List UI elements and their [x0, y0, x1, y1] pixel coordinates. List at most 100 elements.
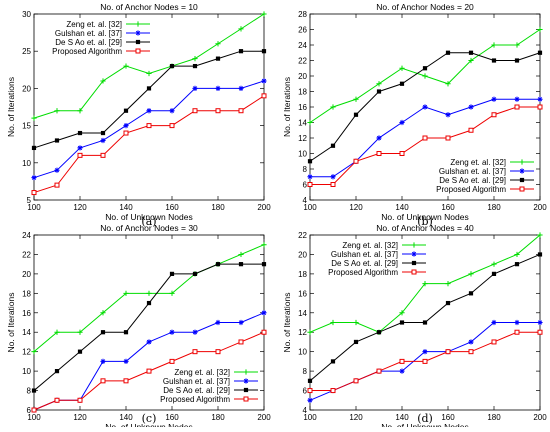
chart-panel-3: 6 8 10 12 14 16 18 20 22 24 100 120 140 160 180 200 No. … — [6, 223, 271, 432]
panel-caption: (a) — [141, 215, 156, 228]
data-point — [54, 138, 60, 143]
legend-label: De S Ao et. al. [29] — [163, 386, 230, 395]
data-point — [514, 104, 520, 110]
y-tick-label: 20 — [298, 72, 307, 81]
x-tick-label: 180 — [487, 413, 501, 422]
x-tick-label: 120 — [73, 413, 87, 422]
data-point — [468, 271, 474, 277]
y-tick-label: 10 — [298, 348, 307, 357]
data-point — [468, 339, 474, 345]
data-point — [330, 143, 336, 148]
y-tick-label: 16 — [298, 289, 307, 298]
data-point — [537, 252, 543, 257]
data-point — [192, 63, 198, 69]
series-3 — [31, 49, 267, 151]
data-point — [399, 320, 405, 325]
data-point — [77, 130, 83, 136]
legend-marker — [411, 242, 417, 248]
data-point — [261, 310, 267, 316]
data-point — [514, 319, 520, 326]
data-point — [514, 96, 520, 102]
legend-label: Proposed Algorithm — [52, 47, 122, 56]
data-point — [514, 42, 520, 48]
data-point — [445, 112, 451, 118]
data-point — [54, 369, 60, 374]
legend-marker — [411, 269, 417, 275]
data-point — [537, 50, 543, 55]
x-tick-label: 140 — [119, 413, 133, 422]
plot-frame — [33, 234, 265, 411]
data-point — [123, 63, 129, 69]
legend-marker — [243, 369, 249, 375]
y-tick-label: 8 — [303, 165, 308, 174]
legend-label: Proposed Algorithm — [436, 185, 506, 194]
data-point — [422, 320, 428, 325]
x-tick-label: 160 — [441, 203, 455, 212]
x-tick-label: 120 — [349, 413, 363, 422]
data-point — [307, 388, 313, 394]
series-1 — [31, 242, 267, 355]
y-tick-label: 14 — [22, 328, 31, 337]
data-point — [399, 358, 405, 364]
data-point — [31, 115, 37, 121]
data-point — [215, 56, 221, 61]
series-3 — [307, 50, 543, 164]
legend-marker — [243, 396, 249, 402]
data-point — [399, 151, 405, 156]
data-point — [192, 85, 198, 91]
y-tick-label: 16 — [298, 103, 307, 112]
data-point — [422, 73, 428, 79]
data-point — [123, 108, 129, 113]
y-tick-label: 8 — [303, 367, 308, 376]
data-point — [123, 330, 129, 335]
legend-label: Zeng et. al. [32] — [174, 368, 230, 377]
y-tick-label: 28 — [298, 10, 307, 19]
data-point — [445, 300, 451, 306]
data-point — [192, 349, 198, 355]
data-point — [491, 271, 497, 276]
y-tick-label: 6 — [303, 387, 308, 396]
data-point — [376, 368, 382, 374]
x-tick-label: 100 — [27, 413, 41, 422]
x-tick-label: 200 — [257, 413, 271, 422]
data-point — [422, 281, 428, 287]
data-point — [399, 119, 405, 126]
data-point — [307, 182, 313, 187]
data-point — [468, 50, 474, 55]
data-point — [169, 358, 175, 364]
series-3 — [31, 262, 267, 393]
data-point — [169, 108, 175, 114]
data-point — [261, 262, 267, 267]
x-tick-label: 100 — [303, 203, 317, 212]
legend-label: Zeng et. al. [32] — [66, 20, 122, 29]
legend-label: Zeng et. al. [32] — [342, 241, 398, 250]
y-tick-label: 16 — [22, 309, 31, 318]
data-point — [238, 26, 244, 32]
data-point — [376, 135, 382, 141]
data-point — [31, 388, 37, 393]
legend-marker — [519, 177, 525, 183]
data-point — [307, 159, 313, 164]
x-tick-label: 140 — [119, 203, 133, 212]
data-point — [307, 397, 313, 403]
data-point — [123, 378, 129, 384]
y-tick-label: 12 — [298, 328, 307, 337]
data-point — [215, 85, 221, 91]
data-point — [445, 349, 451, 355]
data-point — [422, 358, 428, 364]
chart-panel-4: 4 6 8 10 12 14 16 18 20 22 100 120 140 160 180 200 No. o… — [282, 223, 547, 432]
legend-label: Gulshan et. al. [37] — [55, 29, 122, 38]
data-point — [31, 145, 37, 151]
data-point — [537, 232, 543, 238]
legend-label: Gulshan et. al. [37] — [331, 250, 398, 259]
data-point — [169, 290, 175, 296]
data-point — [376, 89, 382, 94]
legend-marker — [519, 159, 525, 165]
y-tick-label: 10 — [22, 367, 31, 376]
data-point — [215, 349, 221, 355]
series-2 — [31, 310, 267, 413]
legend-marker — [519, 186, 525, 192]
y-tick-label: 6 — [303, 181, 308, 190]
